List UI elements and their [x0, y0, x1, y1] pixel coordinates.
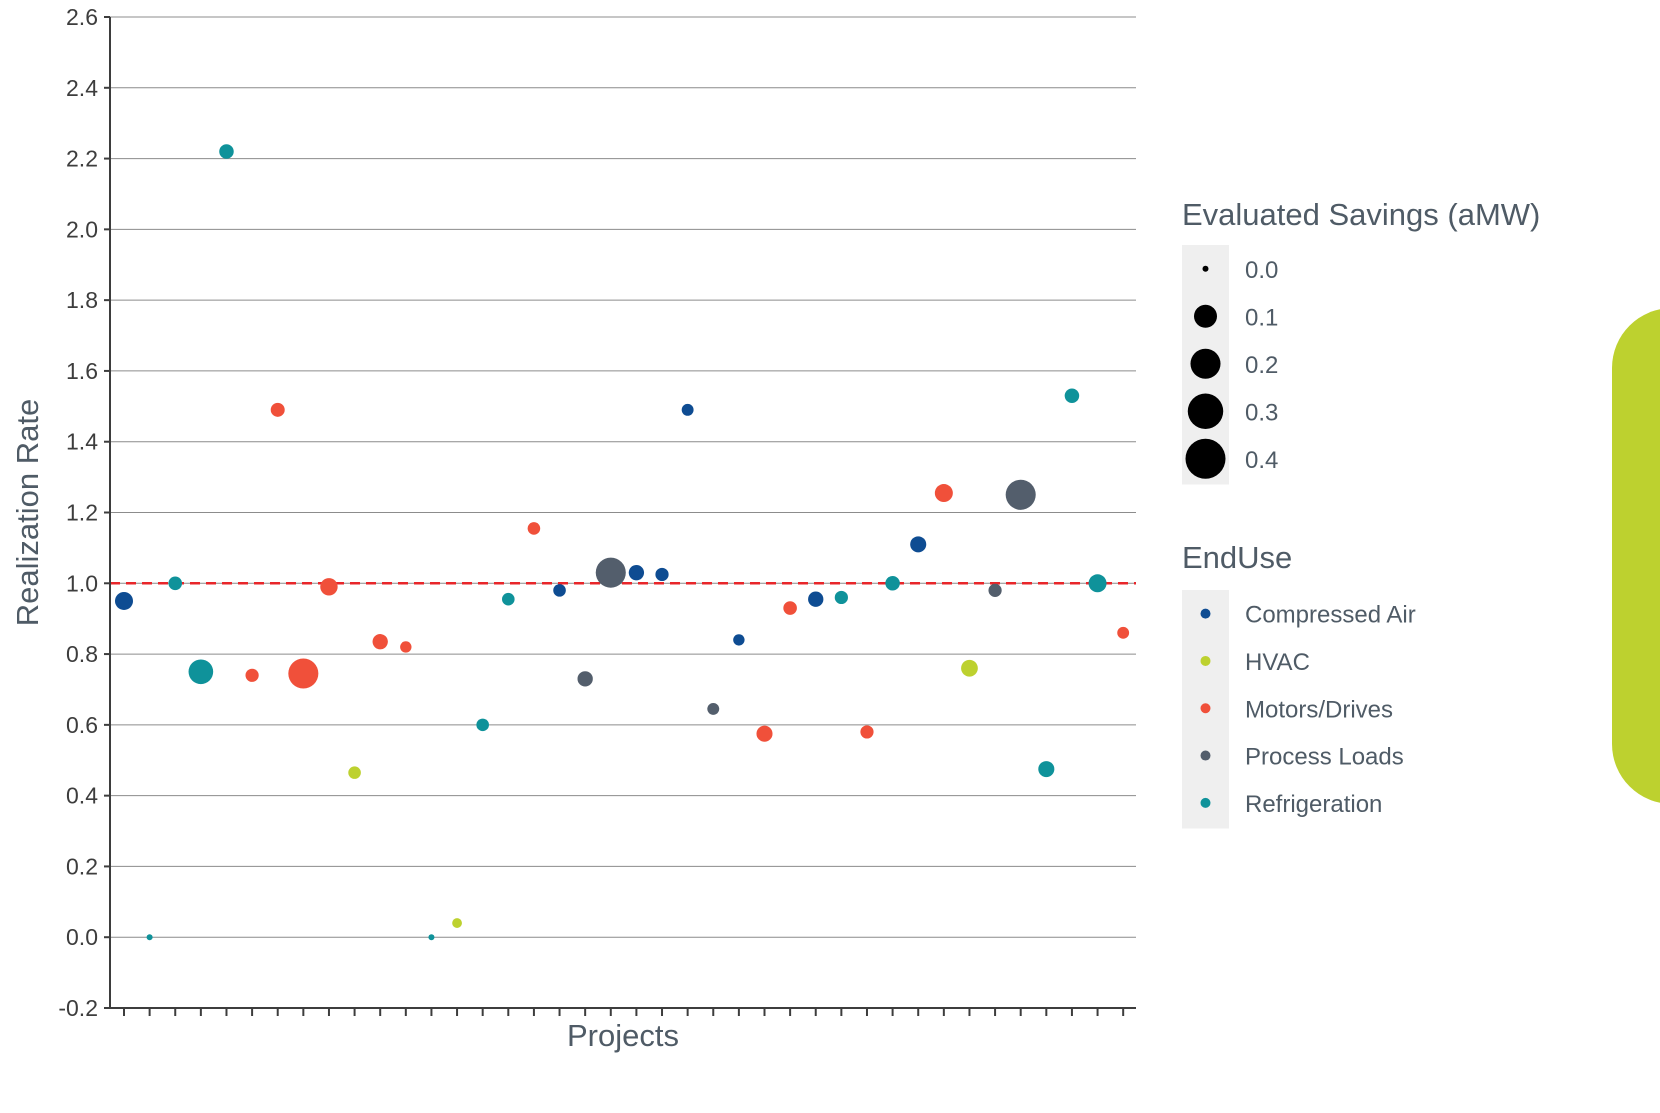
data-point: [756, 725, 773, 742]
data-point: [1117, 626, 1130, 639]
x-axis-title: Projects: [567, 1018, 679, 1053]
y-tick-label: 1.4: [66, 429, 98, 455]
data-point: [114, 591, 134, 610]
data-point: [1005, 479, 1036, 510]
data-point: [707, 702, 720, 715]
color-legend-label: Refrigeration: [1245, 791, 1382, 818]
y-tick-label: -0.2: [58, 995, 98, 1021]
y-axis-title: Realization Rate: [10, 399, 45, 626]
data-point: [783, 601, 797, 615]
data-point: [834, 590, 848, 605]
size-legend-key: [1190, 348, 1221, 379]
size-legend-label: 0.2: [1245, 352, 1278, 379]
y-ticks: -0.2 0.0 0.2 0.4 0.6 0.8 1.0 1.2 1.4 1.6 1.8 2.0 2.2…: [58, 4, 110, 1021]
size-legend-label: 0.1: [1245, 304, 1278, 331]
size-legend-key: [1187, 393, 1224, 429]
y-tick-label: 1.6: [66, 358, 98, 384]
data-points: [114, 144, 1130, 941]
data-point: [1064, 388, 1080, 403]
data-point: [655, 567, 669, 582]
data-point: [860, 725, 874, 739]
color-legend-items: Compressed Air HVAC Motors/Drives Process L…: [1200, 602, 1416, 818]
color-legend-label: Motors/Drives: [1245, 696, 1393, 723]
data-point: [733, 634, 745, 646]
data-point: [577, 671, 593, 687]
x-ticks: [123, 1008, 1125, 1016]
y-tick-label: 2.0: [66, 216, 98, 242]
y-tick-label: 0.6: [66, 712, 98, 738]
data-point: [934, 484, 953, 503]
data-point: [988, 583, 1002, 597]
data-point: [219, 144, 234, 159]
data-point: [961, 659, 978, 677]
data-point: [628, 565, 645, 581]
data-point: [502, 592, 515, 606]
color-legend-key: [1200, 750, 1211, 761]
data-point: [476, 718, 489, 732]
data-point: [400, 641, 412, 653]
data-point: [288, 658, 319, 689]
size-legend-items: 0.0 0.1 0.2 0.3 0.4: [1185, 257, 1278, 479]
color-legend-label: Compressed Air: [1245, 602, 1416, 629]
green-rounded-panel: [1612, 309, 1660, 803]
data-point: [808, 591, 824, 607]
y-tick-label: 1.8: [66, 287, 98, 313]
y-tick-label: 1.0: [66, 570, 98, 596]
y-tick-label: 0.2: [66, 853, 98, 879]
color-legend-label: Process Loads: [1245, 744, 1404, 771]
color-legend-title: EndUse: [1182, 540, 1292, 575]
data-point: [245, 668, 259, 682]
size-legend-label: 0.4: [1245, 447, 1278, 474]
data-point: [348, 766, 361, 779]
color-legend-key: [1200, 608, 1211, 619]
data-point: [910, 536, 927, 553]
size-legend-key: [1202, 265, 1209, 272]
y-tick-label: 0.0: [66, 924, 98, 950]
data-point: [270, 402, 285, 417]
data-point: [1088, 574, 1107, 593]
data-point: [527, 522, 541, 535]
data-point: [452, 918, 462, 928]
color-legend-key: [1200, 655, 1211, 666]
size-legend-title: Evaluated Savings (aMW): [1182, 197, 1540, 232]
color-legend-label: HVAC: [1245, 649, 1310, 676]
data-point: [188, 659, 214, 685]
size-legend-key: [1194, 304, 1217, 328]
data-point: [595, 557, 626, 588]
data-point: [146, 934, 153, 941]
size-legend: Evaluated Savings (aMW) 0.0 0.1 0.2 0.3 0.4: [1182, 197, 1540, 485]
y-tick-label: 2.4: [66, 75, 98, 101]
y-tick-label: 0.8: [66, 641, 98, 667]
data-point: [428, 934, 435, 941]
color-legend-key: [1200, 797, 1211, 808]
gridlines: [110, 16, 1136, 938]
size-legend-label: 0.3: [1245, 399, 1278, 426]
data-point: [1038, 761, 1055, 778]
y-tick-label: 1.2: [66, 500, 98, 526]
data-point: [553, 584, 566, 597]
data-point: [885, 576, 900, 591]
color-legend: EndUse Compressed Air HVAC Motors/Drives Pr…: [1182, 540, 1416, 829]
size-legend-label: 0.0: [1245, 257, 1278, 284]
data-point: [681, 403, 694, 416]
y-tick-label: 0.4: [66, 783, 98, 809]
size-legend-key: [1185, 438, 1226, 479]
color-legend-key: [1200, 703, 1211, 714]
data-point: [372, 634, 388, 650]
data-point: [320, 578, 338, 596]
data-point: [168, 576, 183, 591]
y-tick-label: 2.6: [66, 4, 98, 30]
y-tick-label: 2.2: [66, 146, 98, 172]
